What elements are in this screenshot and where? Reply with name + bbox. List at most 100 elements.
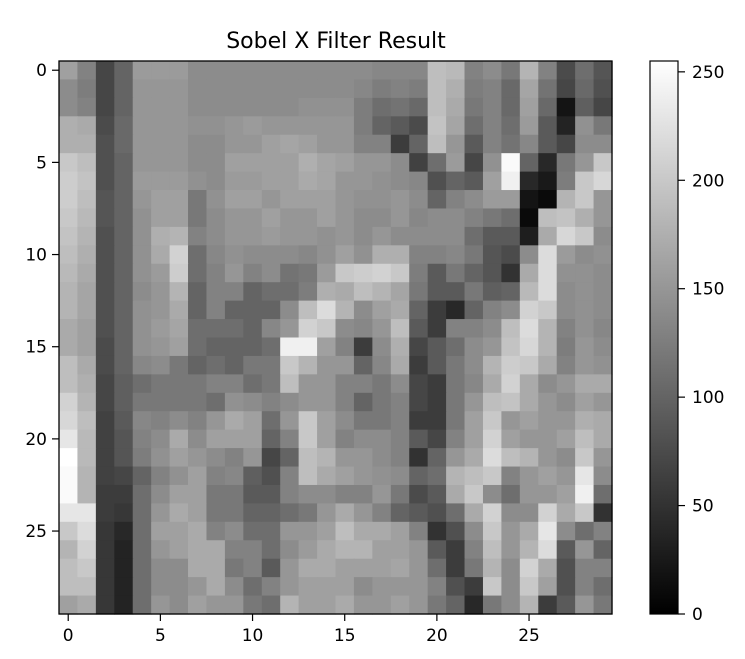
heatmap-cell — [519, 411, 539, 431]
heatmap-cell — [390, 577, 410, 597]
heatmap-cell — [575, 337, 595, 357]
heatmap-cell — [427, 319, 447, 339]
heatmap-cell — [261, 116, 281, 136]
heatmap-cell — [538, 521, 558, 541]
heatmap-cell — [114, 208, 134, 228]
heatmap-cell — [390, 484, 410, 504]
heatmap-cell — [575, 190, 595, 210]
heatmap-cell — [593, 245, 613, 265]
heatmap-cell — [353, 171, 373, 191]
heatmap-cell — [95, 595, 115, 615]
heatmap-cell — [206, 134, 226, 154]
heatmap-cell — [335, 190, 355, 210]
heatmap-cell — [95, 392, 115, 412]
heatmap-cell — [427, 540, 447, 560]
heatmap-cell — [409, 392, 429, 412]
heatmap-cell — [224, 337, 244, 357]
heatmap-cell — [243, 392, 263, 412]
heatmap-cell — [132, 319, 152, 339]
heatmap-cell — [501, 540, 521, 560]
heatmap-cell — [280, 411, 300, 431]
heatmap-cell — [243, 171, 263, 191]
heatmap-cell — [519, 503, 539, 523]
heatmap-cell — [446, 300, 466, 320]
heatmap-cell — [519, 134, 539, 154]
heatmap-cell — [132, 448, 152, 468]
heatmap-cell — [372, 79, 392, 99]
heatmap-cell — [353, 300, 373, 320]
heatmap-cell — [243, 319, 263, 339]
heatmap-cell — [519, 226, 539, 246]
heatmap-cell — [132, 190, 152, 210]
heatmap-cell — [280, 595, 300, 615]
heatmap-cell — [114, 448, 134, 468]
heatmap-cell — [335, 61, 355, 81]
heatmap-cell — [169, 521, 189, 541]
heatmap-cell — [575, 392, 595, 412]
heatmap-cell — [77, 466, 97, 486]
heatmap-cell — [151, 595, 171, 615]
heatmap-cell — [501, 484, 521, 504]
heatmap-cell — [409, 61, 429, 81]
heatmap-cell — [335, 429, 355, 449]
y-tick-label: 15 — [25, 338, 47, 358]
x-tick-label: 0 — [63, 626, 74, 646]
heatmap-cell — [188, 429, 208, 449]
heatmap-cell — [77, 558, 97, 578]
heatmap-cell — [132, 595, 152, 615]
heatmap-cell — [243, 263, 263, 283]
heatmap-cell — [243, 61, 263, 81]
heatmap-cell — [261, 97, 281, 117]
heatmap-cell — [390, 116, 410, 136]
heatmap-cell — [114, 282, 134, 302]
heatmap-cell — [538, 337, 558, 357]
heatmap-cell — [556, 153, 576, 173]
heatmap-cell — [427, 171, 447, 191]
heatmap-cell — [188, 503, 208, 523]
heatmap-cell — [593, 558, 613, 578]
heatmap-cell — [206, 319, 226, 339]
heatmap-cell — [59, 208, 79, 228]
colorbar-tick-label: 200 — [692, 171, 724, 191]
heatmap-cell — [446, 337, 466, 357]
heatmap-cell — [464, 61, 484, 81]
heatmap-cell — [409, 355, 429, 375]
heatmap-cell — [77, 540, 97, 560]
heatmap-cell — [575, 245, 595, 265]
heatmap-cell — [556, 134, 576, 154]
heatmap-cell — [409, 79, 429, 99]
heatmap-cell — [151, 61, 171, 81]
heatmap-cell — [77, 134, 97, 154]
heatmap-cell — [575, 429, 595, 449]
heatmap-cell — [427, 134, 447, 154]
heatmap-cell — [95, 503, 115, 523]
heatmap-cell — [464, 595, 484, 615]
heatmap-cell — [482, 171, 502, 191]
heatmap-cell — [464, 466, 484, 486]
heatmap-cell — [390, 153, 410, 173]
heatmap-cell — [298, 245, 318, 265]
heatmap-cell — [206, 245, 226, 265]
heatmap-cell — [409, 595, 429, 615]
heatmap-cell — [575, 503, 595, 523]
heatmap-cell — [556, 226, 576, 246]
heatmap-cell — [95, 282, 115, 302]
heatmap-cell — [482, 153, 502, 173]
heatmap-cell — [169, 208, 189, 228]
heatmap-cell — [409, 319, 429, 339]
heatmap-cell — [390, 392, 410, 412]
heatmap-cell — [169, 116, 189, 136]
heatmap-cell — [188, 337, 208, 357]
heatmap-cell — [317, 558, 337, 578]
heatmap-cell — [556, 61, 576, 81]
heatmap-cell — [261, 245, 281, 265]
x-tick-label: 5 — [155, 626, 166, 646]
heatmap-cell — [519, 540, 539, 560]
heatmap-cell — [280, 226, 300, 246]
heatmap-cell — [243, 190, 263, 210]
heatmap-cell — [224, 577, 244, 597]
heatmap-cell — [556, 466, 576, 486]
heatmap-cell — [575, 134, 595, 154]
heatmap-cell — [243, 282, 263, 302]
heatmap-cell — [446, 595, 466, 615]
